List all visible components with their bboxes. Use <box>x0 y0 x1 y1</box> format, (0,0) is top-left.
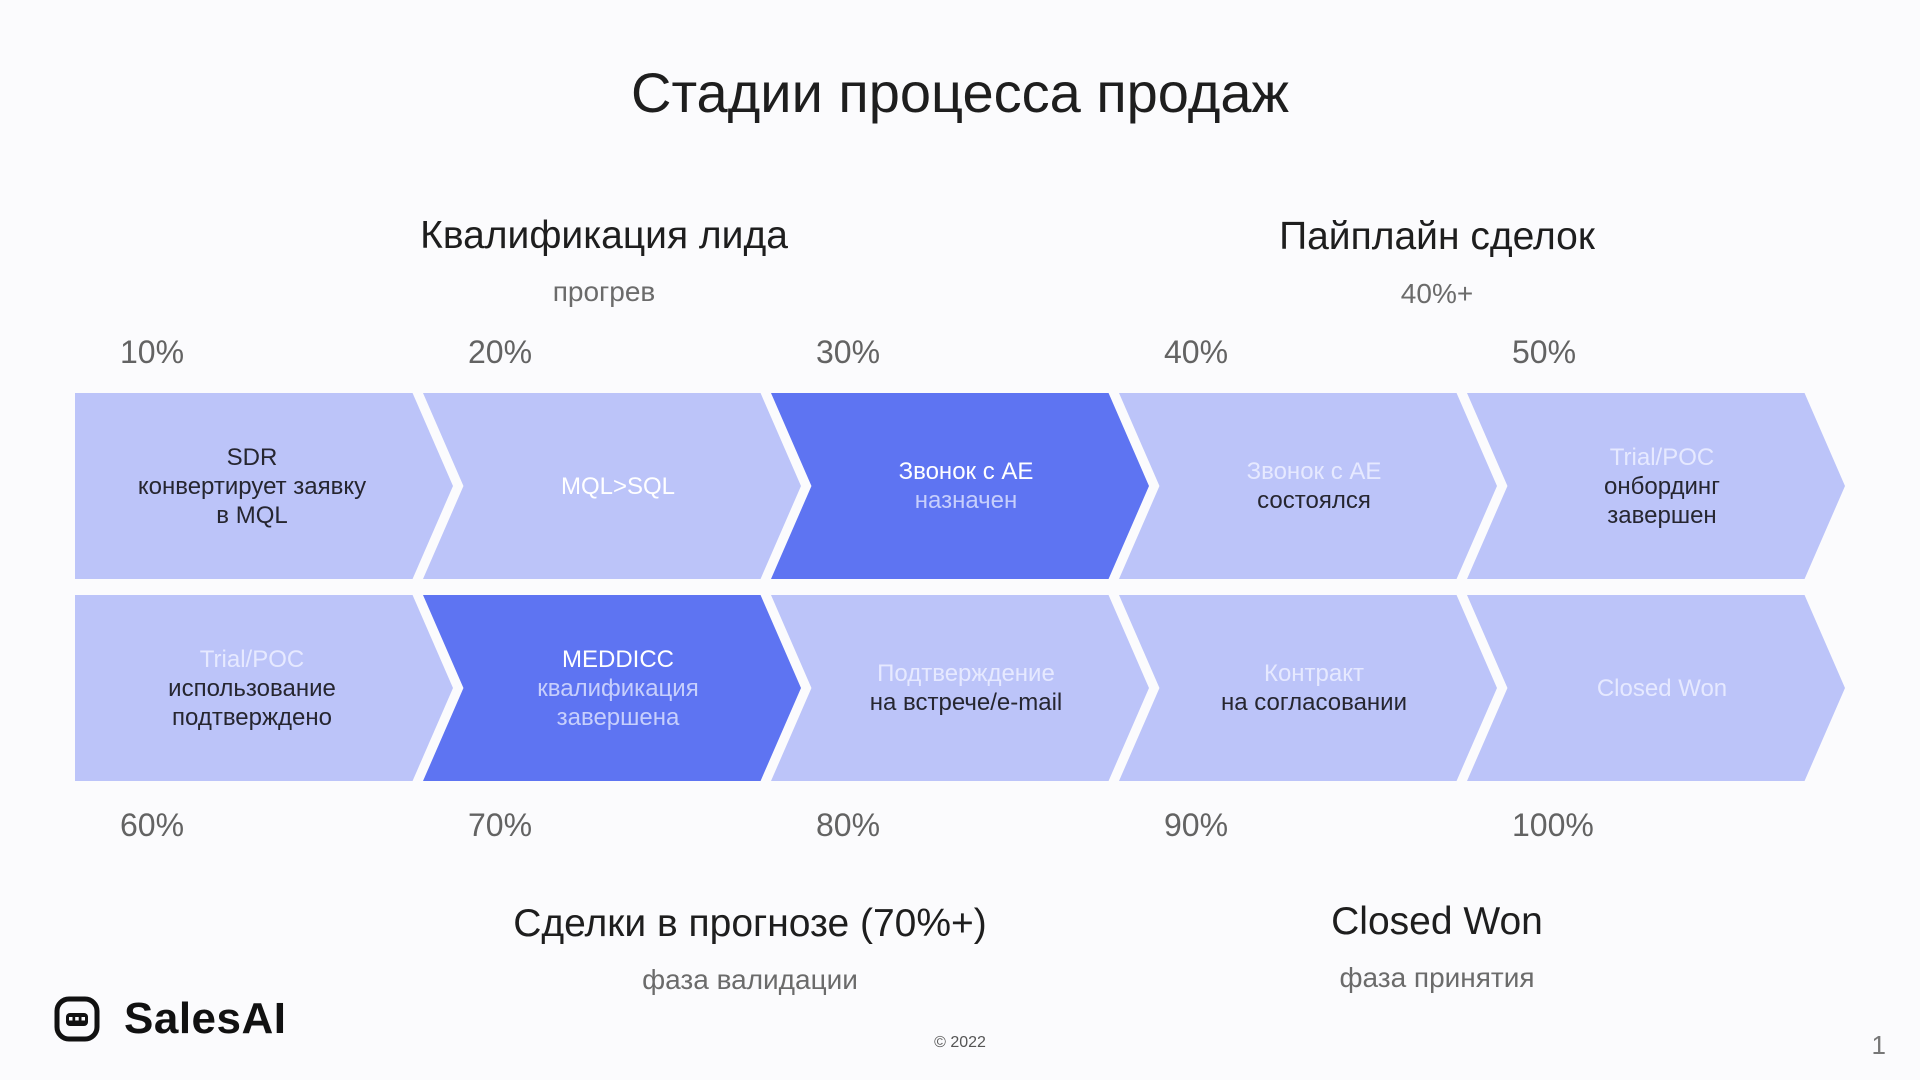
stage-percent: 60% <box>120 807 185 843</box>
stage-label-line: Контракт <box>1263 660 1364 687</box>
stage-chevron: Closed Won <box>1467 595 1845 781</box>
stage-label-line: конвертирует заявку <box>137 472 367 500</box>
stage-label-line: Trial/POC <box>1609 443 1715 471</box>
logo-text: SalesAI <box>124 994 287 1043</box>
stage-percent: 30% <box>816 334 881 370</box>
stage-label: Trial/POC использование подтверждено <box>168 645 336 732</box>
stage-label: Подтверждение на встрече/e-mail <box>870 659 1063 717</box>
stage-percent: 10% <box>120 334 185 370</box>
stage-percent: 90% <box>1164 807 1229 843</box>
stage-chevron: Звонок с АЕ назначен <box>771 393 1149 579</box>
footer-copyright: © 2022 <box>934 1034 986 1051</box>
group-subtitle-forecast: фаза валидации <box>642 964 858 995</box>
stage-label-line: Подтверждение <box>877 660 1055 687</box>
group-subtitle-qualification: прогрев <box>552 276 656 307</box>
stage-chevron: Подтверждение на встрече/e-mail <box>771 595 1149 781</box>
stage-label: SDR конвертирует заявку в MQL <box>138 443 366 530</box>
stage-label-line: Звонок с АЕ <box>898 458 1034 485</box>
stage-label: MQL>SQL <box>561 472 675 501</box>
stage-label-line: завершен <box>1607 501 1717 529</box>
stage-label-line: SDR <box>226 443 278 471</box>
stage-label-line: квалификация <box>537 674 699 702</box>
stage-percent: 100% <box>1512 807 1594 843</box>
stage-label-line: Trial/POC <box>199 645 305 673</box>
stage-chevron: SDR конвертирует заявку в MQL <box>75 393 453 579</box>
stage-label: MEDDICC квалификация завершена <box>537 645 698 732</box>
slide-title: Стадии процесса продаж <box>631 61 1289 124</box>
stage-label: Trial/POC онбординг завершен <box>1604 443 1720 530</box>
stage-label-line: на встрече/e-mail <box>869 689 1063 716</box>
stage-chevron: Звонок с АЕ состоялся <box>1119 393 1497 579</box>
stage-label: Closed Won <box>1597 674 1727 703</box>
stage-chevron: MEDDICC квалификация завершена <box>423 595 801 781</box>
page-number: 1 <box>1871 1030 1886 1060</box>
stage-percent: 50% <box>1512 334 1577 370</box>
stage-label-line: использование <box>168 674 336 702</box>
group-title-forecast: Сделки в прогнозе (70%+) <box>513 902 987 945</box>
stage-chevron: Trial/POC использование подтверждено <box>75 595 453 781</box>
stage-label-line: на согласовании <box>1221 689 1407 716</box>
chat-bubble-icon <box>54 996 100 1042</box>
stage-label-line: MQL>SQL <box>560 472 676 500</box>
group-subtitle-closed-won: фаза принятия <box>1339 962 1535 993</box>
stage-label-line: назначен <box>914 487 1018 514</box>
group-title-pipeline: Пайплайн сделок <box>1279 215 1595 258</box>
stage-label-line: состоялся <box>1257 487 1371 514</box>
stage-chevron: Контракт на согласовании <box>1119 595 1497 781</box>
stage-percent: 40% <box>1164 334 1229 370</box>
group-subtitle-pipeline: 40%+ <box>1400 278 1474 309</box>
group-title-closed-won: Closed Won <box>1331 900 1543 943</box>
stage-chevron: MQL>SQL <box>423 393 801 579</box>
stage-label-line: онбординг <box>1604 472 1720 500</box>
stage-percent: 70% <box>468 807 533 843</box>
stage-percent: 20% <box>468 334 533 370</box>
stage-label-line: подтверждено <box>172 703 332 731</box>
stage-label: Контракт на согласовании <box>1221 659 1407 717</box>
stage-label-line: Звонок с АЕ <box>1246 458 1382 485</box>
stage-label-line: Closed Won <box>1596 674 1728 702</box>
group-title-qualification: Квалификация лида <box>420 214 788 257</box>
stage-label-line: MEDDICC <box>561 645 674 673</box>
stage-chevron: Trial/POC онбординг завершен <box>1467 393 1845 579</box>
stage-percent: 80% <box>816 807 881 843</box>
stage-label-line: завершена <box>556 703 680 731</box>
stage-label: Звонок с АЕ состоялся <box>1247 457 1382 515</box>
stage-label: Звонок с АЕ назначен <box>899 457 1034 515</box>
stage-label-line: в MQL <box>216 501 288 529</box>
company-logo: SalesAI <box>54 994 286 1044</box>
